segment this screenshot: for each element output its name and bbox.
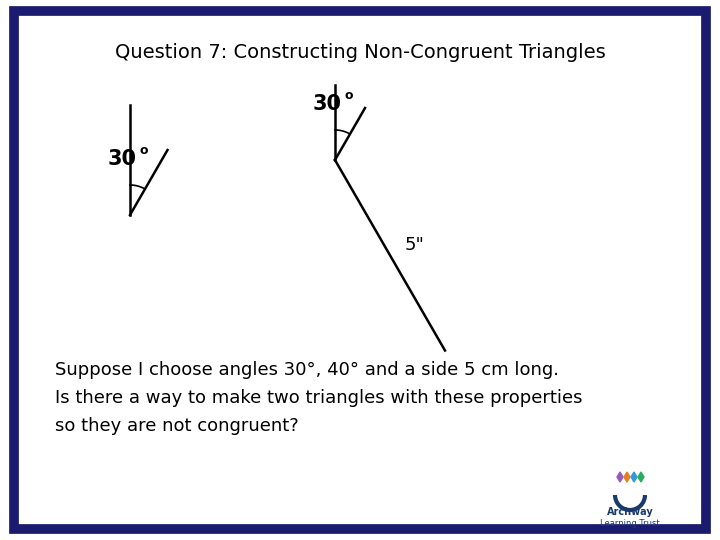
Text: 30: 30 [313, 94, 342, 114]
Polygon shape [624, 472, 630, 482]
Text: Learning Trust: Learning Trust [600, 518, 660, 528]
Text: 30: 30 [108, 149, 137, 169]
Text: o: o [139, 145, 148, 158]
Text: so they are not congruent?: so they are not congruent? [55, 417, 299, 435]
Polygon shape [617, 472, 623, 482]
Text: 5": 5" [405, 237, 425, 254]
Text: Question 7: Constructing Non-Congruent Triangles: Question 7: Constructing Non-Congruent T… [114, 43, 606, 62]
Polygon shape [631, 472, 637, 482]
Text: Is there a way to make two triangles with these properties: Is there a way to make two triangles wit… [55, 389, 582, 407]
Text: Archway: Archway [607, 507, 653, 517]
Text: o: o [344, 90, 353, 103]
Polygon shape [638, 472, 644, 482]
Text: Suppose I choose angles 30°, 40° and a side 5 cm long.: Suppose I choose angles 30°, 40° and a s… [55, 361, 559, 379]
